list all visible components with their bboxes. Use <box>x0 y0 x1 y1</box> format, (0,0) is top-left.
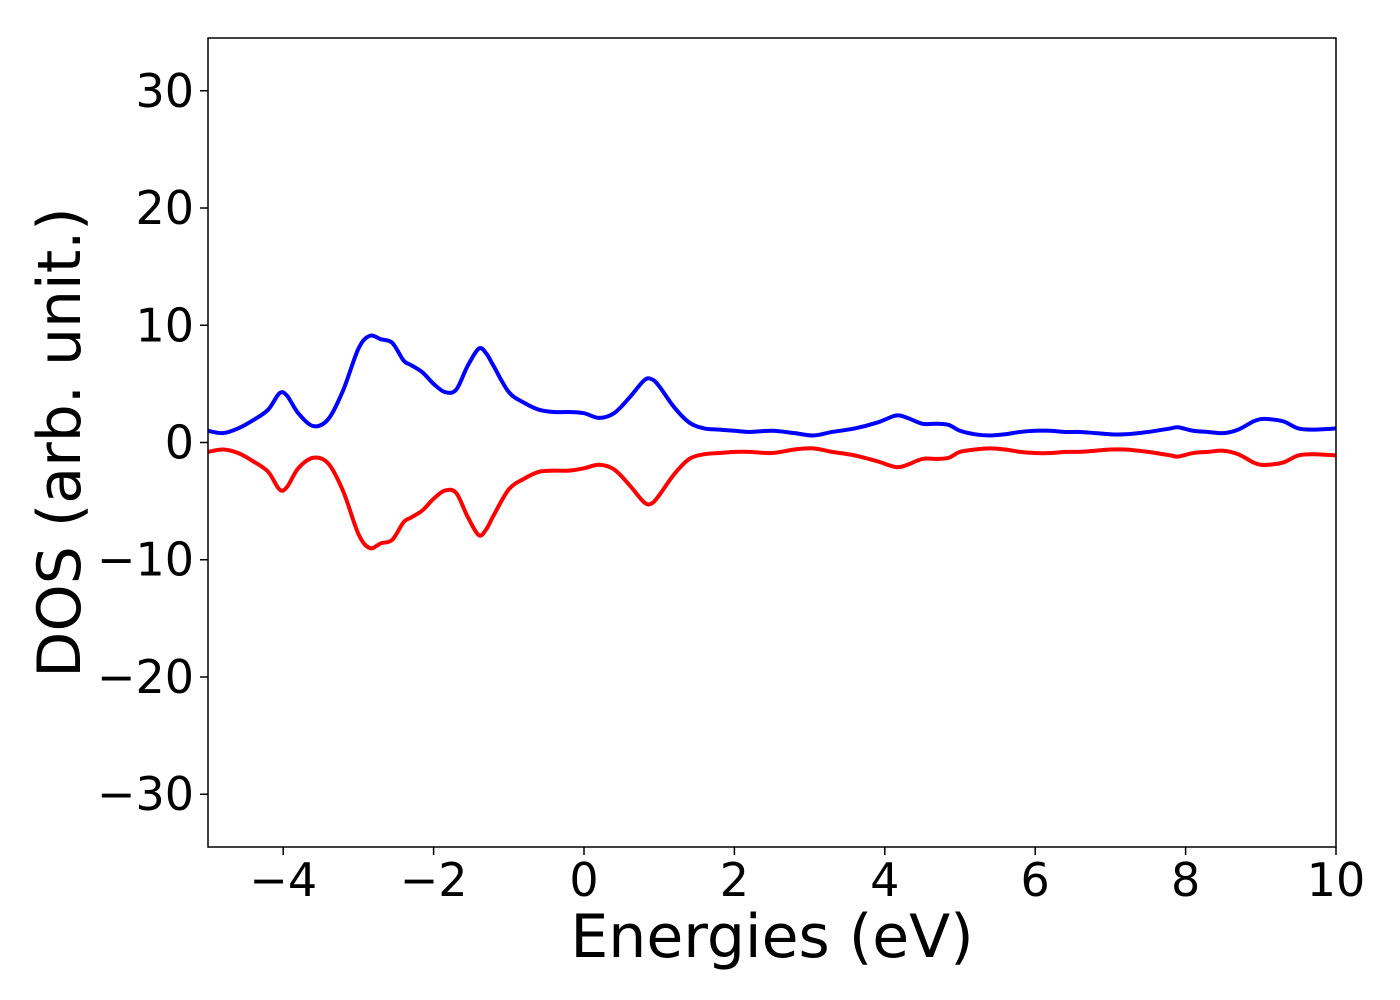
x-tick-label: 8 <box>1171 853 1200 907</box>
y-tick-label: −10 <box>97 533 194 587</box>
y-axis-label: DOS (arb. unit.) <box>25 207 95 677</box>
y-tick-label: 20 <box>135 181 194 235</box>
x-tick-label: −4 <box>249 853 317 907</box>
dos-series-line-upper <box>208 333 1336 438</box>
y-axis: −30 −20 −10 0 10 20 30 <box>97 64 208 821</box>
plot-frame <box>207 37 1337 848</box>
y-tick-label: 10 <box>135 298 194 352</box>
series-layer <box>208 333 1336 551</box>
x-axis: −4 −2 0 2 4 6 8 10 <box>249 847 1365 907</box>
x-tick-label: −2 <box>400 853 468 907</box>
y-tick-label: −20 <box>97 650 194 704</box>
x-tick-label: 10 <box>1307 853 1366 907</box>
x-tick-label: 2 <box>720 853 749 907</box>
x-tick-label: 6 <box>1021 853 1050 907</box>
y-tick-label: −30 <box>97 767 194 821</box>
dos-series-line-lower <box>208 446 1336 551</box>
x-axis-label: Energies (eV) <box>570 902 973 972</box>
y-tick-label: 0 <box>165 416 194 470</box>
y-tick-label: 30 <box>135 64 194 118</box>
x-tick-label: 0 <box>569 853 598 907</box>
x-tick-label: 4 <box>870 853 899 907</box>
